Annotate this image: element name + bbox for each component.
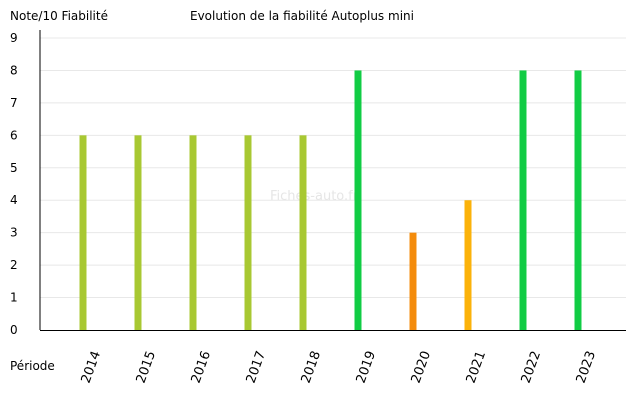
bar xyxy=(409,232,417,330)
y-tick-label: 4 xyxy=(10,193,18,207)
x-tick-label: 2015 xyxy=(134,349,159,385)
bar xyxy=(519,70,527,330)
x-tick-label: 2018 xyxy=(299,349,324,385)
x-ticks: 2014 2015 2016 2017 2018 2019 2020 2021 2022 2023 xyxy=(79,349,599,385)
axes xyxy=(39,30,626,331)
bars xyxy=(79,70,582,330)
x-tick-label: 2022 xyxy=(519,349,544,385)
bar xyxy=(244,135,252,330)
grid xyxy=(40,37,626,299)
bar xyxy=(354,70,362,330)
y-axis-label: Note/10 Fiabilité xyxy=(10,9,108,23)
x-tick-label: 2017 xyxy=(244,349,269,385)
chart-title: Evolution de la fiabilité Autoplus mini xyxy=(190,9,414,23)
x-axis-label: Période xyxy=(10,359,55,373)
y-tick-label: 5 xyxy=(10,161,18,175)
y-tick-label: 6 xyxy=(10,128,18,142)
x-tick-label: 2019 xyxy=(354,349,379,385)
y-tick-label: 8 xyxy=(10,63,18,77)
x-tick-label: 2020 xyxy=(409,349,434,385)
y-tick-label: 3 xyxy=(10,226,18,240)
y-ticks: 0 1 2 3 4 5 6 7 8 9 xyxy=(10,31,18,337)
x-tick-label: 2023 xyxy=(574,349,599,385)
y-tick-label: 0 xyxy=(10,323,18,337)
bar xyxy=(134,135,142,330)
x-tick-label: 2014 xyxy=(79,349,104,385)
bar xyxy=(464,200,472,330)
y-tick-label: 9 xyxy=(10,31,18,45)
watermark: Fiches-auto.fr xyxy=(270,189,359,204)
bar xyxy=(574,70,582,330)
bar xyxy=(79,135,87,330)
y-tick-label: 2 xyxy=(10,258,18,272)
y-tick-label: 1 xyxy=(10,291,18,305)
bar xyxy=(299,135,307,330)
bar xyxy=(189,135,197,330)
x-tick-label: 2021 xyxy=(464,349,489,385)
x-tick-label: 2016 xyxy=(189,349,214,385)
y-tick-label: 7 xyxy=(10,96,18,110)
